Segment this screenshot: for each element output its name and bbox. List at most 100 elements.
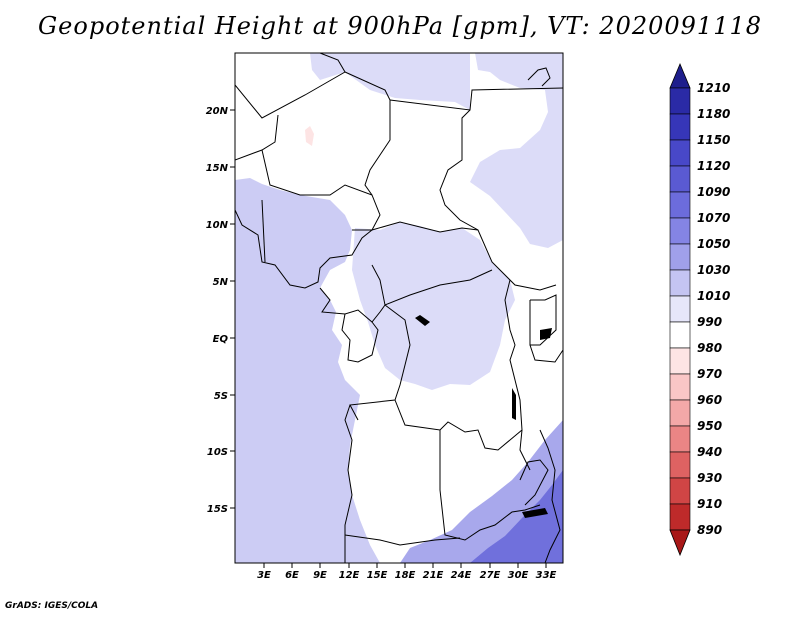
lon-label: 30E — [508, 570, 529, 581]
border-line — [371, 221, 479, 233]
field-ocean — [235, 178, 380, 563]
lake — [415, 315, 430, 326]
colorbar-segment — [669, 87, 691, 115]
colorbar-label: 1150 — [697, 133, 730, 147]
colorbar-segment — [669, 243, 691, 271]
colorbar-segment — [669, 191, 691, 219]
field-congo — [352, 222, 515, 390]
colorbar-label: 1030 — [697, 263, 730, 277]
lake — [522, 508, 548, 518]
border-line — [527, 67, 551, 87]
border-line — [341, 313, 379, 363]
colorbar-label: 1210 — [697, 81, 730, 95]
colorbar-label: 1090 — [697, 185, 730, 199]
lat-label: 10S — [207, 447, 228, 458]
field-low-patch — [305, 126, 314, 146]
lake — [540, 328, 552, 340]
border-line — [389, 87, 563, 111]
colorbar-label: 980 — [697, 341, 722, 355]
border-line — [261, 149, 381, 231]
lat-label: 5N — [213, 277, 229, 288]
lon-label: 15E — [367, 570, 388, 581]
lon-label: 18E — [395, 570, 416, 581]
border-line — [319, 287, 386, 323]
colorbar-labels: 1210 1180 1150 1120 1090 1070 1050 1030 1010 990 9… — [697, 81, 730, 537]
lon-label: 24E — [451, 570, 472, 581]
lakes — [415, 315, 552, 518]
border-line — [394, 399, 523, 451]
colorbar-segment — [669, 373, 691, 401]
lat-axis: 20N 15N 10N 5N EQ 5S 10S 15S — [206, 106, 235, 515]
colorbar-segment — [669, 165, 691, 193]
border-line — [235, 209, 373, 289]
colorbar: 1210 1180 1150 1120 1090 1070 1050 1030 1010 990 9… — [669, 62, 730, 557]
colorbar-label: 1180 — [697, 107, 730, 121]
colorbar-top-arrow — [669, 62, 691, 89]
border-line — [439, 109, 557, 291]
lon-label: 6E — [285, 570, 299, 581]
border-line — [439, 430, 541, 541]
border-line — [344, 534, 461, 546]
colorbar-segment — [669, 269, 691, 297]
colorbar-segment — [669, 451, 691, 479]
colorbar-segment — [669, 113, 691, 141]
border-line — [235, 114, 279, 161]
border-line — [371, 264, 493, 306]
geopotential-field — [235, 53, 563, 563]
lon-label: 12E — [339, 570, 360, 581]
border-line — [539, 429, 561, 563]
map-title: Geopotential Height at 900hPa [gpm], VT:… — [38, 12, 762, 40]
colorbar-label: 1010 — [697, 289, 730, 303]
colorbar-label: 890 — [697, 523, 722, 537]
colorbar-segment — [669, 295, 691, 323]
colorbar-segment — [669, 139, 691, 167]
colorbar-label: 950 — [697, 419, 722, 433]
border-line — [349, 304, 411, 421]
field-north-band — [310, 53, 470, 110]
border-line — [344, 71, 391, 196]
field-southeast-deep — [470, 470, 563, 563]
lon-label: 21E — [423, 570, 444, 581]
lat-label: EQ — [213, 334, 229, 345]
colorbar-segment — [669, 321, 691, 349]
lon-label: 9E — [313, 570, 327, 581]
grads-credit: GrADS: IGES/COLA — [5, 601, 99, 611]
map-frame — [234, 52, 564, 564]
border-line — [529, 344, 563, 363]
border-line — [344, 404, 353, 563]
colorbar-label: 1070 — [697, 211, 730, 225]
lon-label: 3E — [257, 570, 271, 581]
colorbar-label: 1050 — [697, 237, 730, 251]
colorbar-segment — [669, 399, 691, 427]
colorbar-label: 990 — [697, 315, 722, 329]
country-borders — [235, 53, 563, 563]
lat-label: 15N — [206, 163, 229, 174]
colorbar-label: 930 — [697, 471, 722, 485]
border-line — [261, 199, 266, 263]
colorbar-segment — [669, 217, 691, 245]
border-line — [504, 279, 531, 471]
lon-label: 27E — [480, 570, 501, 581]
colorbar-label: 910 — [697, 497, 722, 511]
colorbar-label: 1120 — [697, 159, 730, 173]
lat-label: 5S — [214, 391, 228, 402]
border-line — [519, 459, 549, 506]
colorbar-segments — [669, 87, 691, 531]
lake — [512, 388, 516, 420]
colorbar-segment — [669, 477, 691, 505]
colorbar-label: 940 — [697, 445, 722, 459]
colorbar-segment — [669, 503, 691, 531]
lon-axis: 3E 6E 9E 12E 15E 18E 21E 24E 27E 30E 33E — [257, 563, 557, 581]
lat-label: 10N — [206, 220, 229, 231]
colorbar-bottom-arrow — [669, 529, 691, 557]
lat-label: 20N — [206, 106, 229, 117]
lon-label: 33E — [536, 570, 557, 581]
colorbar-segment — [669, 425, 691, 453]
colorbar-label: 960 — [697, 393, 722, 407]
colorbar-label: 970 — [697, 367, 722, 381]
border-line — [235, 53, 346, 119]
colorbar-segment — [669, 347, 691, 375]
field-northeast — [470, 53, 563, 248]
lat-label: 15S — [207, 504, 228, 515]
